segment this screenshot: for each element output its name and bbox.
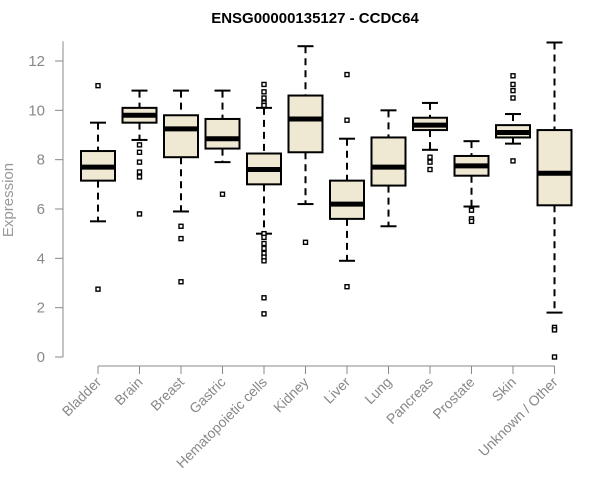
outlier-point [178,279,184,285]
iqr-box [163,114,199,159]
outlier-point [510,81,516,88]
outlier-point [178,235,184,242]
outlier-point [261,311,267,317]
outlier-point [219,191,226,197]
plot-area [80,41,573,360]
box-bladder [80,82,116,292]
outlier-point [510,158,516,164]
box-gastric [204,89,241,197]
box-breast [163,89,199,285]
outlier-point [468,207,475,213]
y-tick-label: 4 [37,250,45,267]
outlier-point [136,159,143,165]
outlier-point [261,89,267,95]
box-prostate [453,140,490,225]
outlier-point [178,223,184,229]
outlier-point [344,284,350,290]
box-skin [495,73,531,164]
outlier-point [427,154,433,160]
box-lung [370,109,407,228]
x-tick-label: Lung [361,374,394,407]
x-tick-label: Liver [320,374,353,407]
outlier-point [136,174,143,180]
outlier-point [344,71,350,78]
iqr-box [329,179,365,220]
box-unknown-other [536,41,573,360]
y-tick-label: 6 [37,201,45,218]
outlier-point [95,286,101,292]
y-axis-title: Expression [0,163,17,237]
outlier-point [302,239,309,246]
outlier-point [261,295,267,301]
x-tick-label: Breast [147,374,187,414]
outlier-point [136,211,143,217]
x-tick-label: Skin [489,374,520,405]
iqr-box [370,136,407,187]
x-tick-label: Brain [111,374,145,408]
outlier-point [427,159,433,165]
y-tick-label: 12 [28,53,45,70]
outlier-point [510,87,516,94]
outlier-point [261,258,267,264]
outlier-point [427,166,433,173]
outlier-point [136,169,143,175]
y-tick-label: 8 [37,152,45,169]
x-tick-label: Kidney [270,374,312,416]
chart-title: ENSG00000135127 - CCDC64 [211,10,419,27]
outlier-point [468,218,475,225]
x-tick-label: Bladder [59,374,105,420]
iqr-box [536,129,573,207]
box-liver [329,71,365,290]
outlier-point [261,240,267,247]
outlier-point [551,327,558,333]
outlier-point [551,354,558,360]
outlier-point [510,73,516,79]
box-pancreas [412,101,448,173]
outlier-point [95,82,101,89]
iqr-box [204,117,241,150]
outlier-point [261,245,267,252]
outlier-point [136,149,143,155]
y-tick-label: 0 [37,349,45,366]
y-axis: 0 2 4 6 8 10 12 [28,41,64,366]
x-tick-label: Unknown / Other [475,374,561,460]
x-tick-label: Prostate [429,374,477,422]
outlier-point [510,95,516,101]
outlier-point [344,117,350,123]
box-brain [121,89,158,217]
outlier-point [261,95,267,101]
outlier-point [136,142,143,148]
box-kidney [287,45,324,246]
y-tick-label: 10 [28,102,45,119]
y-tick-label: 2 [37,300,45,317]
box-hematopoietic-cells [246,81,282,317]
outlier-point [261,81,267,88]
outlier-point [261,102,267,109]
iqr-box [287,94,324,154]
outlier-point [261,234,267,241]
